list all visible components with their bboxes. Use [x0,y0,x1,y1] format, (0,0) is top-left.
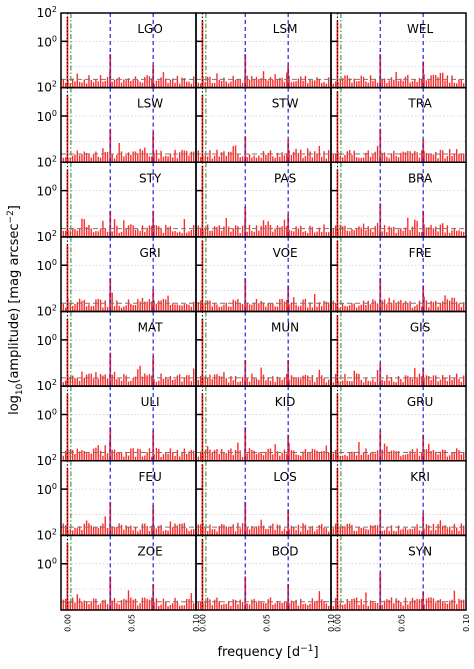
panel-frame [330,86,467,163]
y-tick-label: 102 [37,378,57,393]
station-label: LSM [273,22,298,36]
x-tick-label: 0.00 [63,614,72,632]
y-tick-label: 102 [37,80,57,95]
panel-lgo: LGO 102 100 [37,5,197,89]
panel-los: LOS [195,460,332,537]
y-tick-label: 100 [37,557,57,572]
y-tick-label: 100 [37,258,57,273]
panel-gru: GRU [330,385,467,462]
station-label: MAT [138,321,164,335]
station-label: WEL [407,22,433,36]
y-tick-label: 102 [37,527,57,542]
panel-tra: TRA [330,86,467,163]
panel-kri: KRI [330,460,467,537]
panel-frame [330,161,467,238]
panel-pas: PAS [195,161,332,238]
station-label: SYN [408,544,432,558]
x-tick-label: 0.05 [128,614,137,632]
station-label: MUN [271,321,299,335]
panel-gis: GIS [330,310,467,387]
station-label: KRI [410,470,430,484]
panel-bod: BOD [195,534,332,611]
x-tick-label: 0.10 [192,614,201,632]
x-axis-label: frequency [d−1] [217,644,318,660]
panel-frame [330,460,467,537]
y-tick-label: 102 [37,5,57,20]
panel-wel: WEL [330,12,467,89]
panel-kid: KID [195,385,332,462]
y-tick-label: 100 [37,184,57,199]
station-label: KID [275,395,296,409]
panel-frame [60,12,197,89]
y-tick-label: 100 [37,34,57,49]
panel-lsm: LSM [195,12,332,89]
y-tick-label: 102 [37,304,57,319]
station-label: GRU [407,395,433,409]
panel-frame [330,385,467,462]
panels-layer: LGO 102 100 LSM WEL LSW 102 100 STW TRA STY 102 100 P… [37,5,471,632]
station-label: FRE [409,246,432,260]
x-tick-label: 0.10 [327,614,336,632]
station-label: GIS [410,321,430,335]
panel-frame [195,460,332,537]
panel-frame [195,236,332,313]
panel-mat: MAT 102 100 [37,304,197,387]
station-label: BRA [408,171,433,185]
station-label: FEU [138,470,161,484]
panel-uli: ULI 102 100 [37,378,197,462]
station-label: STY [139,171,162,185]
panel-sty: STY 102 100 [37,154,197,238]
x-tick-label: 0.05 [263,614,272,632]
station-label: LOS [273,470,296,484]
station-label: LGO [137,22,162,36]
panel-feu: FEU 102 100 [37,453,197,537]
station-label: ZOE [137,544,162,558]
panel-gri: GRI 102 100 [37,229,197,313]
station-label: BOD [272,544,299,558]
y-tick-label: 102 [37,154,57,169]
y-tick-label: 100 [37,482,57,497]
station-label: VOE [273,246,298,260]
x-tick-label: 0.05 [398,614,407,632]
y-tick-label: 102 [37,229,57,244]
panel-lsw: LSW 102 100 [37,80,197,163]
panel-fre: FRE [330,236,467,313]
station-label: TRA [407,97,432,111]
y-tick-label: 100 [37,407,57,422]
y-tick-label: 102 [37,453,57,468]
panel-mun: MUN [195,310,332,387]
panel-stw: STW [195,86,332,163]
station-label: ULI [141,395,160,409]
panel-frame [330,534,467,611]
y-tick-label: 100 [37,109,57,124]
station-label: GRI [140,246,161,260]
y-axis-label: log10(amplitude) [mag arcsec−2] [6,205,25,415]
station-label: LSW [137,97,163,111]
panel-frame [60,385,197,462]
station-label: STW [272,97,299,111]
panel-bra: BRA [330,161,467,238]
panel-frame [330,310,467,387]
y-tick-label: 100 [37,333,57,348]
panel-syn: SYN [330,534,467,611]
station-label: PAS [274,171,296,185]
panel-zoe: ZOE 102 100 [37,527,197,611]
x-tick-label: 0.10 [462,614,471,632]
x-tick-label: 0.00 [198,614,207,632]
x-tick-label: 0.00 [333,614,342,632]
panel-voe: VOE [195,236,332,313]
panel-frame [330,12,467,89]
